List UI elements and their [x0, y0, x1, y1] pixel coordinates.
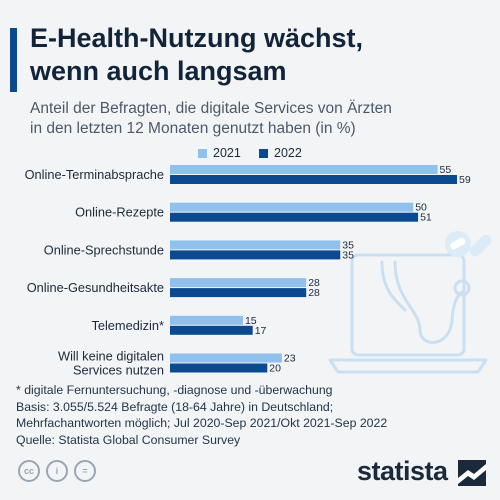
legend-swatch-2021 — [198, 148, 207, 158]
bar-2021 — [170, 315, 243, 325]
bar-chart: Online-Terminabsprache 55 59 Online-Rezepte… — [25, 164, 471, 378]
statista-logo-text[interactable]: statista — [357, 456, 448, 486]
attribution-icon[interactable]: i — [46, 460, 68, 482]
footnote-base-line: Basis: 3.055/5.524 Befragte (18-64 Jahre… — [16, 399, 334, 414]
bar-2021 — [170, 278, 307, 288]
category-label: Will keine digitalen — [58, 349, 164, 364]
category-label: Online-Sprechstunde — [44, 242, 164, 257]
footnote-source-line: Quelle: Statista Global Consumer Survey — [16, 432, 241, 447]
legend-label-2021: 2021 — [213, 146, 241, 160]
chart-subtitle-line: in den letzten 12 Monaten genutzt haben … — [30, 120, 356, 137]
chart-title: E-Health-Nutzung wächst, wenn auch langs… — [30, 22, 490, 88]
data-label-2021: 50 — [415, 202, 427, 214]
data-label-2021: 55 — [440, 164, 452, 176]
chart-subtitle: Anteil der Befragten, die digitale Servi… — [30, 99, 490, 139]
footnote-method-line: Mehrfachantworten möglich; Jul 2020-Sep … — [16, 416, 388, 430]
no-derivatives-icon[interactable]: = — [74, 460, 96, 482]
pill-mark-icon — [450, 237, 466, 250]
category-label: Online-Rezepte — [75, 205, 164, 220]
bar-2022 — [170, 325, 253, 335]
category-label: Online-Gesundheitsakte — [27, 280, 164, 295]
bar-2022 — [170, 212, 419, 222]
bar-2022 — [170, 363, 268, 373]
footnote-asterisk-line: * digitale Fernuntersuchung, -diagnose u… — [16, 383, 333, 397]
statista-logo-icon[interactable] — [458, 460, 486, 486]
chart-subtitle-line: Anteil der Befragten, die digitale Servi… — [30, 100, 392, 117]
chart-title-line: E-Health-Nutzung wächst, — [30, 23, 364, 53]
data-label-2022: 17 — [255, 325, 267, 337]
bar-2022 — [170, 250, 341, 260]
creative-commons-icon[interactable]: cc — [18, 460, 40, 482]
data-label-2022: 59 — [459, 174, 471, 186]
data-label-2022: 28 — [308, 287, 320, 299]
data-label-2021: 23 — [284, 353, 296, 365]
data-label-2022: 35 — [342, 249, 354, 261]
bar-2021 — [170, 202, 414, 212]
legend-item-2022: 2022 — [259, 146, 302, 160]
chart-title-line: wenn auch langsam — [30, 56, 287, 86]
category-label: Online-Terminabsprache — [25, 167, 164, 182]
category-label: Telemedizin* — [91, 318, 164, 333]
data-label-2021: 35 — [342, 239, 354, 251]
license-icons: cc i = — [18, 460, 96, 482]
data-label-2022: 51 — [420, 212, 432, 224]
laptop-screen-icon — [350, 253, 466, 357]
stethoscope-head-icon — [453, 279, 471, 297]
data-label-2022: 20 — [269, 363, 281, 375]
bar-2021 — [170, 353, 282, 363]
category-label: Services nutzen — [73, 363, 164, 378]
laptop-base-icon — [328, 358, 488, 374]
stethoscope-icon — [393, 260, 464, 344]
chart-footnote: * digitale Fernuntersuchung, -diagnose u… — [16, 382, 436, 448]
bar-2021 — [170, 165, 438, 174]
legend-item-2021: 2021 — [198, 146, 241, 160]
bar-2021 — [170, 240, 341, 250]
capsule-icon — [469, 234, 492, 257]
data-label-2021: 15 — [245, 315, 257, 327]
title-accent-bar — [10, 28, 17, 92]
bar-2022 — [170, 175, 457, 184]
legend-swatch-2022 — [259, 148, 268, 158]
stethoscope-tube-icon — [380, 260, 407, 312]
legend-label-2022: 2022 — [274, 146, 302, 160]
bar-2022 — [170, 288, 307, 298]
data-label-2021: 28 — [308, 277, 320, 289]
